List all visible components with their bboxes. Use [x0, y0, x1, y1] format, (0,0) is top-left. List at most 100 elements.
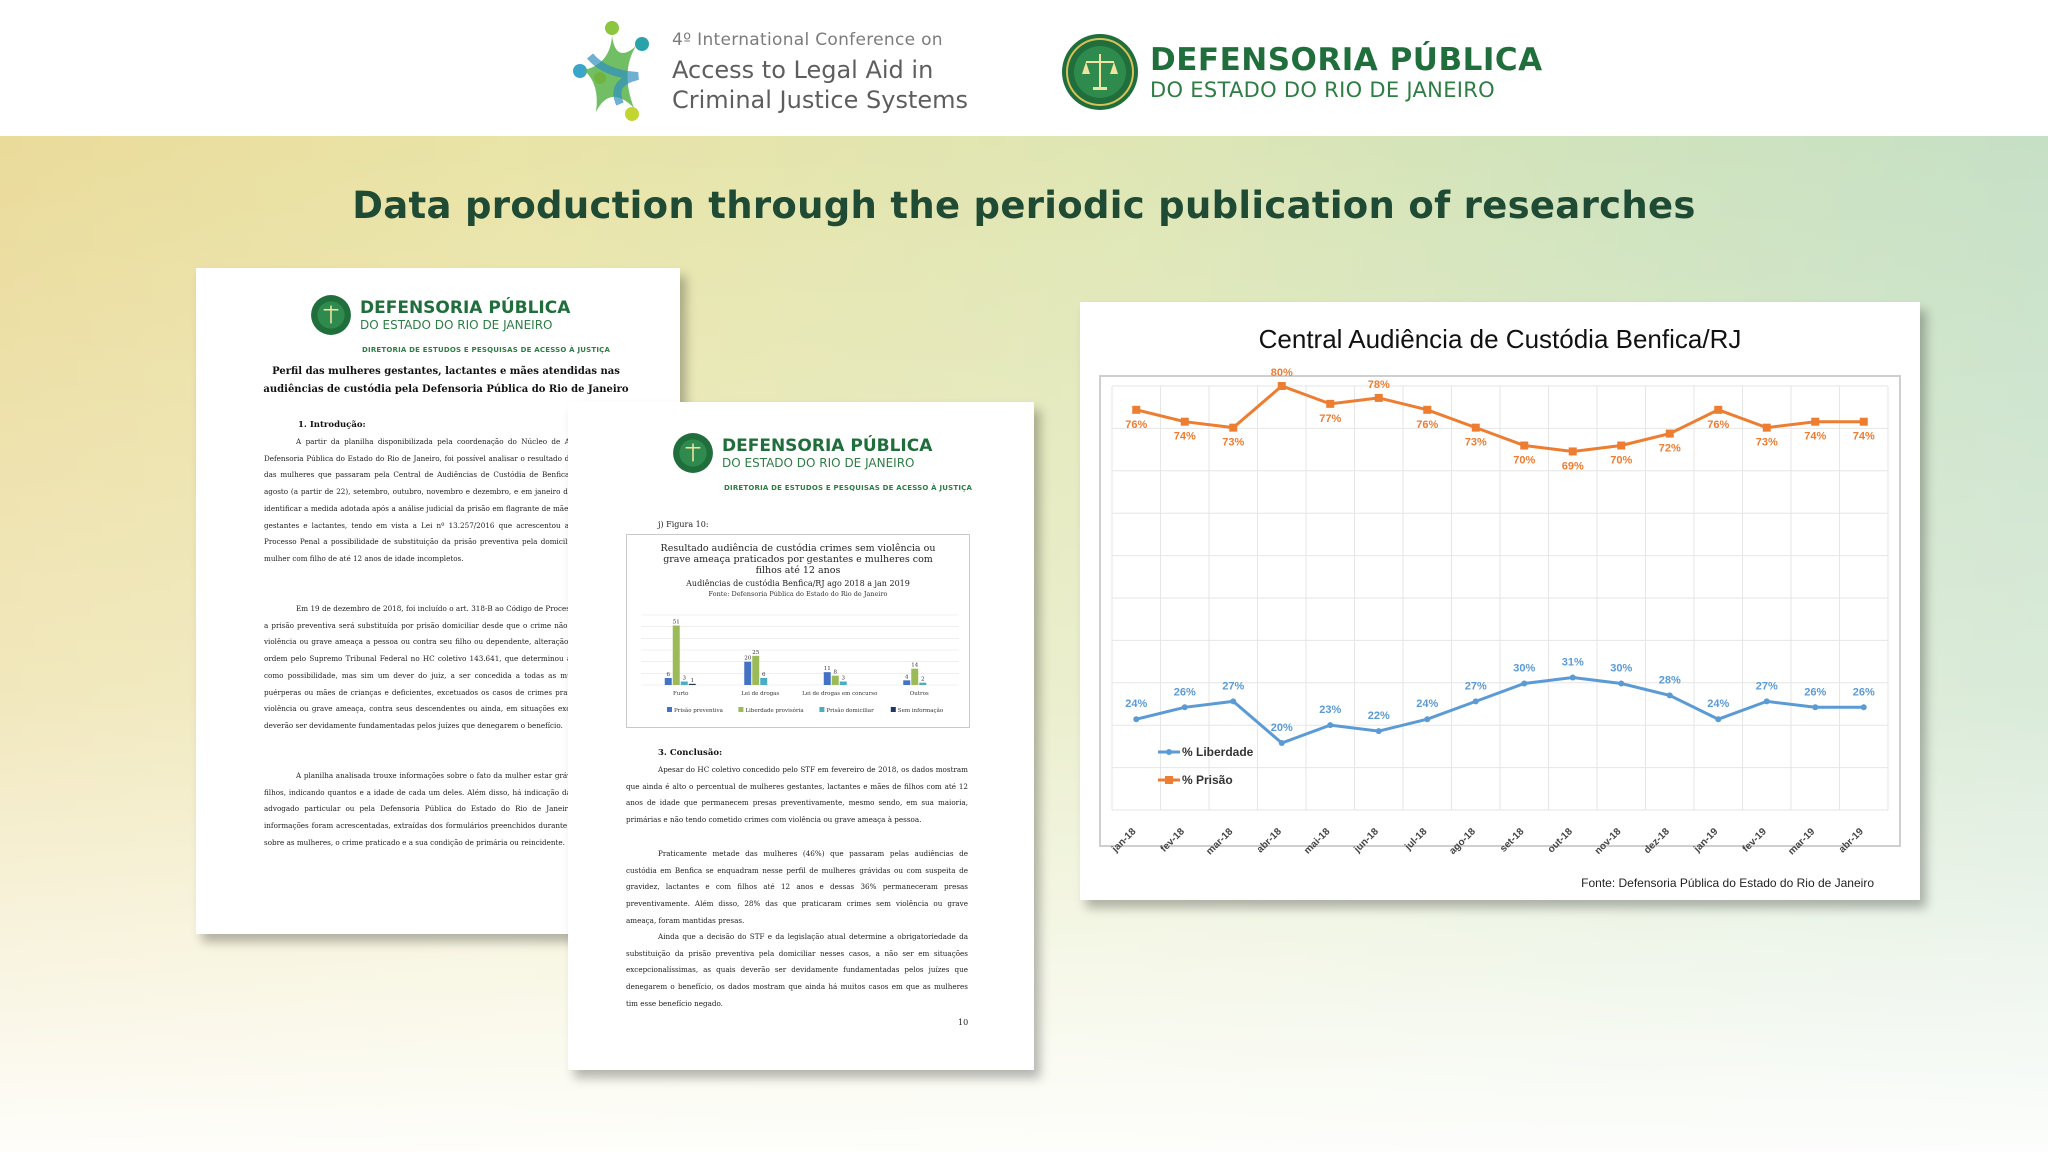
doc1-section: 1. Introdução:	[298, 420, 366, 430]
line-legend-marker	[1165, 776, 1173, 784]
doc1-paragraph-2: Em 19 de dezembro de 2018, foi incluído …	[264, 604, 664, 730]
line-series-liberdade	[1135, 676, 1864, 745]
line-data-label: 26%	[1853, 686, 1875, 698]
conference-line1: 4º International Conference on	[672, 30, 943, 50]
line-point-prisao	[1568, 447, 1577, 456]
fig10-data-label: 11	[824, 666, 831, 672]
line-point-liberdade	[1569, 674, 1576, 681]
line-data-label: 77%	[1319, 413, 1341, 425]
fig10-legend-swatch	[890, 707, 896, 712]
line-point-liberdade	[1327, 722, 1334, 729]
fig10-bar	[911, 668, 919, 685]
line-point-prisao	[1762, 423, 1771, 432]
line-point-prisao	[1326, 399, 1335, 408]
fig10-source: Fonte: Defensoria Pública do Estado do R…	[708, 590, 888, 598]
fig10-data-label: 20	[744, 656, 751, 662]
line-data-label: 74%	[1804, 431, 1826, 443]
doc2-seal-icon	[673, 433, 713, 473]
fig10-bar	[672, 625, 680, 685]
fig10-data-label: 3	[683, 676, 687, 682]
defensoria-line2: DO ESTADO DO RIO DE JANEIRO	[1150, 78, 1495, 102]
doc1-directorate: DIRETORIA DE ESTUDOS E PESQUISAS DE ACES…	[362, 346, 611, 354]
fig10-data-label: 3	[842, 676, 846, 682]
line-point-prisao	[1811, 417, 1820, 426]
doc2-paragraph-2: Praticamente metade das mulheres (46%) q…	[626, 849, 968, 925]
doc1-paragraph-3: A planilha analisada trouxe informações …	[264, 771, 664, 847]
defensoria-name: DEFENSORIA PÚBLICA DO ESTADO DO RIO DE J…	[1150, 42, 1543, 102]
line-point-liberdade	[1763, 698, 1770, 705]
fig10-data-label: 6	[667, 672, 671, 678]
fig10-bar	[688, 683, 696, 685]
line-data-label: 76%	[1416, 419, 1438, 431]
fig10-legend-swatch	[819, 707, 825, 712]
line-data-label: 73%	[1465, 437, 1487, 449]
doc2-page-number: 10	[958, 1018, 969, 1027]
figure-10-chart: Resultado audiência de custódia crimes s…	[626, 534, 970, 728]
line-data-label: 24%	[1125, 698, 1147, 710]
line-point-liberdade	[1666, 692, 1673, 699]
fig10-category-label: Furto	[673, 691, 689, 697]
fig10-data-label: 6	[762, 672, 766, 678]
line-data-label: 30%	[1610, 663, 1632, 675]
line-data-label: 78%	[1368, 379, 1390, 391]
doc1-title: Perfil das mulheres gestantes, lactantes…	[236, 363, 656, 399]
fig10-subtitle: Audiências de custódia Benfica/RJ ago 20…	[686, 579, 910, 588]
fig10-bar	[680, 681, 688, 685]
doc1-paragraph-1: A partir da planilha disponibilizada pel…	[264, 437, 664, 563]
line-point-liberdade	[1424, 716, 1431, 723]
line-data-label: 80%	[1271, 367, 1293, 379]
fig10-category-label: Lei de drogas	[741, 691, 779, 697]
line-point-liberdade	[1181, 704, 1188, 711]
line-data-label: 22%	[1368, 710, 1390, 722]
fig10-data-label: 2	[921, 677, 925, 683]
line-chart-plot: 76% 74% 73% 80% 77% 78% 76% 73% 70% 69% 70% 72% 76% 7…	[1099, 367, 1901, 857]
doc2-paragraph-1: Apesar do HC coletivo concedido pelo STF…	[626, 765, 968, 825]
line-data-label: 28%	[1659, 674, 1681, 686]
fig10-category-label: Outros	[910, 691, 929, 697]
line-point-prisao	[1859, 417, 1868, 426]
line-point-prisao	[1714, 405, 1723, 414]
fig10-bar	[752, 655, 760, 685]
line-point-liberdade	[1715, 716, 1722, 723]
doc1-seal-icon	[311, 295, 351, 335]
line-data-label: 31%	[1562, 657, 1584, 669]
doc2-header: DEFENSORIA PÚBLICA DO ESTADO DO RIO DE J…	[672, 432, 932, 474]
line-data-label: 24%	[1416, 698, 1438, 710]
line-point-liberdade	[1230, 698, 1237, 705]
conference-name: 4º International Conference on Access to…	[672, 30, 968, 114]
line-data-label: 74%	[1174, 431, 1196, 443]
line-series-prisao	[1135, 384, 1864, 453]
fig10-title-line1: Resultado audiência de custódia crimes s…	[660, 543, 936, 554]
defensoria-line1: DEFENSORIA PÚBLICA	[1150, 42, 1543, 78]
line-data-label: 26%	[1174, 686, 1196, 698]
fig10-title-line2: grave ameaça praticados por gestantes e …	[663, 554, 933, 565]
doc2-section: 3. Conclusão:	[658, 748, 723, 758]
line-data-label: 73%	[1756, 437, 1778, 449]
fig10-bar	[823, 672, 831, 685]
line-point-prisao	[1180, 417, 1189, 426]
line-data-label: 27%	[1465, 680, 1487, 692]
fig10-legend-swatch	[738, 707, 744, 712]
line-data-label: 70%	[1513, 455, 1535, 467]
line-data-label: 27%	[1222, 680, 1244, 692]
fig10-bar	[903, 680, 911, 685]
line-data-label: 69%	[1562, 460, 1584, 472]
line-point-prisao	[1374, 393, 1383, 402]
line-data-label: 26%	[1804, 686, 1826, 698]
fig10-bar	[664, 678, 672, 685]
fig10-title: Resultado audiência de custódia crimes s…	[637, 543, 959, 576]
line-data-label: 20%	[1271, 722, 1293, 734]
line-legend-label: % Liberdade	[1182, 745, 1254, 759]
doc1-title-line1: Perfil das mulheres gestantes, lactantes…	[272, 366, 620, 377]
line-data-label: 76%	[1125, 419, 1147, 431]
line-point-prisao	[1229, 423, 1238, 432]
fig10-data-label: 1	[691, 678, 695, 684]
line-point-prisao	[1277, 382, 1286, 390]
fig10-legend-label: Prisão preventiva	[674, 707, 724, 714]
line-chart-source: Fonte: Defensoria Pública do Estado do R…	[1581, 876, 1874, 890]
fig10-data-label: 8	[834, 670, 838, 676]
line-point-liberdade	[1472, 698, 1479, 705]
defensoria-seal-icon	[1062, 34, 1138, 110]
line-data-label: 72%	[1659, 443, 1681, 455]
